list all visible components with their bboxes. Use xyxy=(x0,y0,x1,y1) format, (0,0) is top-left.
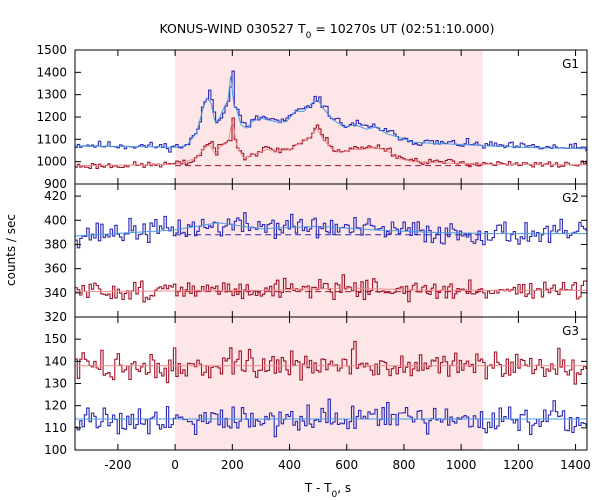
series-1-model xyxy=(75,76,587,150)
y-tick-label: 340 xyxy=(44,286,67,300)
y-tick-label: 1400 xyxy=(36,65,67,79)
x-tick-label: 800 xyxy=(392,458,415,472)
y-tick-label: 420 xyxy=(44,189,67,203)
y-tick-label: 1300 xyxy=(36,88,67,102)
y-tick-label: 110 xyxy=(44,421,67,435)
y-tick-label: 900 xyxy=(44,177,67,191)
x-tick-label: 400 xyxy=(278,458,301,472)
chart-title-tail: = 10270s UT (02:51:10.000) xyxy=(311,21,494,36)
panel-g1: 900 1000 1100 1200 1300 1400 1500 G1 xyxy=(36,43,588,191)
y-tick-label: 1200 xyxy=(36,110,67,124)
panel-g3: 100 110 120 130 140 150 G3 xyxy=(44,316,588,457)
y-tick-label: 1500 xyxy=(36,43,67,57)
series-0-counts xyxy=(75,340,587,385)
shaded-interval xyxy=(175,50,483,450)
y-tick-label: 130 xyxy=(44,377,67,391)
chart-title-main: KONUS-WIND 030527 T xyxy=(159,21,305,36)
x-axis-title: T - T0, s xyxy=(304,481,351,500)
panel-data xyxy=(75,212,587,303)
y-tick-label: 360 xyxy=(44,262,67,276)
series-2-counts xyxy=(75,398,587,438)
y-tick-label: 120 xyxy=(44,399,67,413)
x-axis-label: T - T xyxy=(304,481,332,495)
panel-data xyxy=(75,70,587,170)
y-tick-label: 150 xyxy=(44,332,67,346)
series-3-model xyxy=(75,122,587,167)
y-tick-label: 100 xyxy=(44,443,67,457)
panel-label: G3 xyxy=(562,324,579,338)
x-axis-label-subscript: 0 xyxy=(332,490,338,500)
y-tick-label: 1000 xyxy=(36,155,67,169)
y-tick-label: 380 xyxy=(44,237,67,251)
y-tick-label: 320 xyxy=(44,310,67,324)
series-1-model xyxy=(75,222,587,237)
series-3-model xyxy=(75,287,587,293)
panel-label: G2 xyxy=(562,191,579,205)
y-tick-label: 140 xyxy=(44,354,67,368)
x-tick-label: 600 xyxy=(335,458,358,472)
x-tick-label: -200 xyxy=(104,458,131,472)
series-0-counts xyxy=(75,70,587,153)
y-tick-label: 1100 xyxy=(36,132,67,146)
y-axis-title: counts / sec xyxy=(4,214,18,286)
x-axis-label-tail: , s xyxy=(337,481,351,495)
chart-title: KONUS-WIND 030527 T0 = 10270s UT (02:51:… xyxy=(159,21,494,41)
y-tick-label: 400 xyxy=(44,213,67,227)
panel-label: G1 xyxy=(562,57,579,71)
series-0-counts xyxy=(75,212,587,249)
x-tick-label: 200 xyxy=(221,458,244,472)
x-tick-label: 1200 xyxy=(503,458,534,472)
panel-data xyxy=(75,340,587,438)
plot-area: 900100011001200130014001500G132034036038… xyxy=(36,43,590,472)
x-tick-label: 0 xyxy=(171,458,179,472)
x-tick-label: 1000 xyxy=(446,458,477,472)
chart-title-subscript: 0 xyxy=(306,31,312,41)
x-tick-label: 1400 xyxy=(560,458,591,472)
